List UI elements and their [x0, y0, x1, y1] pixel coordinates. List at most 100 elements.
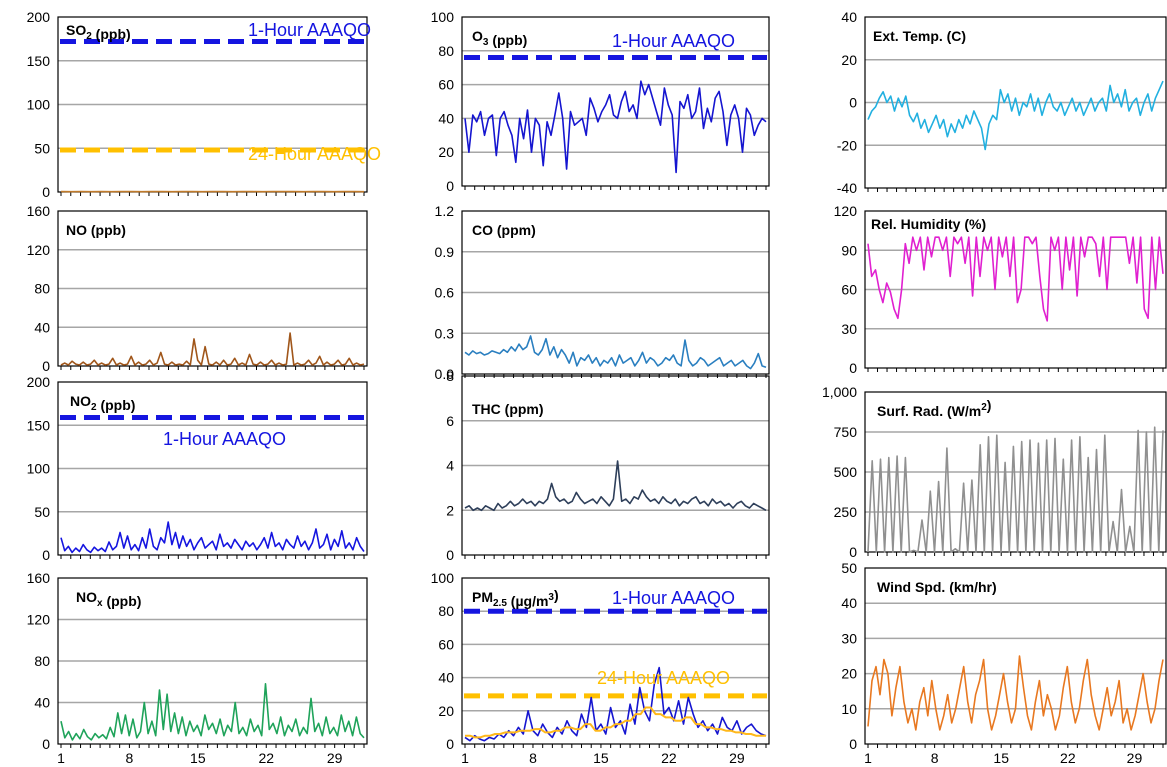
panel-title: THC (ppm) — [472, 401, 544, 417]
panel-title-part: (µg/m — [507, 593, 549, 609]
plot-area — [461, 16, 770, 187]
x-tick-label: 29 — [729, 750, 745, 766]
panel-title-part: 2 — [86, 31, 92, 42]
y-tick-label: 40 — [841, 595, 857, 611]
y-tick-label: 150 — [27, 53, 51, 69]
y-tick-label: 0.9 — [435, 244, 455, 260]
panel-title-part: (ppb) — [103, 593, 142, 609]
y-tick-label: 0.3 — [435, 325, 455, 341]
objective-label-hour1: 1-Hour AAAQO — [248, 20, 371, 40]
panel-title-part: Rel. Humidity (%) — [871, 216, 986, 232]
chart-panel-thc: 0 2 4 6 8 THC (ppm) — [446, 368, 770, 563]
x-tick-label: 15 — [190, 750, 206, 766]
x-tick-label: 1 — [57, 750, 65, 766]
y-tick-label: 120 — [834, 203, 858, 219]
panel-title-part: Ext. Temp. (C) — [873, 28, 966, 44]
panel-title: NOx (ppb) — [76, 589, 141, 609]
series-line-thc-0 — [464, 460, 767, 512]
panel-title-part: 2.5 — [493, 598, 507, 609]
panel-title: O3 (ppb) — [472, 28, 527, 48]
y-tick-label: 80 — [438, 603, 454, 619]
y-tick-label: 0.0 — [435, 366, 455, 382]
x-tick-label: 8 — [931, 750, 939, 766]
y-tick-label: 50 — [34, 140, 50, 156]
x-tick-label: 1 — [461, 750, 469, 766]
plot-area — [57, 577, 368, 745]
panel-title: PM2.5 (µg/m3) — [472, 587, 559, 609]
plot-area — [57, 210, 368, 367]
series-line-rh-0 — [867, 236, 1164, 322]
panel-title-part: 2 — [91, 402, 97, 413]
panel-title: SO2 (ppb) — [66, 22, 131, 42]
y-tick-label: 80 — [34, 281, 50, 297]
y-tick-label: 0 — [42, 184, 50, 200]
panel-title-part: (ppb) — [488, 32, 527, 48]
plot-area — [864, 567, 1167, 745]
panel-title-part: (ppb) — [92, 26, 131, 42]
panel-title-part: x — [97, 598, 103, 609]
panel-title-part: Wind Spd. (km/hr) — [877, 579, 997, 595]
y-tick-label: 8 — [446, 368, 454, 384]
series-line-pm25-1 — [465, 706, 766, 739]
y-tick-label: 60 — [438, 636, 454, 652]
y-tick-label: -40 — [837, 180, 857, 196]
plot-area — [864, 16, 1167, 189]
chart-panel-co: 0.0 0.3 0.6 0.9 1.2 CO (ppm) — [435, 203, 770, 382]
y-tick-label: 40 — [34, 695, 50, 711]
y-tick-label: 120 — [27, 242, 51, 258]
y-tick-label: 250 — [834, 504, 858, 520]
y-tick-label: 0 — [849, 95, 857, 111]
chart-panel-o3: 0 20 40 60 80 100 1-Hour AAAQO O3 (ppb) — [431, 9, 770, 194]
x-tick-label: 15 — [993, 750, 1009, 766]
y-tick-label: 200 — [27, 9, 51, 25]
y-tick-label: 6 — [446, 413, 454, 429]
panel-title-part: ) — [554, 587, 559, 603]
x-tick-label: 22 — [1060, 750, 1076, 766]
series-line-temp-0 — [867, 80, 1164, 151]
plot-area — [461, 375, 770, 556]
y-tick-label: 750 — [834, 424, 858, 440]
y-tick-label: 80 — [34, 653, 50, 669]
plot-area — [864, 210, 1167, 369]
y-tick-label: 2 — [446, 502, 454, 518]
x-tick-label: 29 — [1127, 750, 1143, 766]
y-tick-label: 0 — [446, 547, 454, 563]
panel-title: Surf. Rad. (W/m2) — [877, 397, 991, 419]
x-tick-label: 29 — [327, 750, 343, 766]
y-tick-label: 160 — [27, 203, 51, 219]
panel-title: Ext. Temp. (C) — [873, 28, 966, 44]
chart-panel-so2: 0 50 100 150 200 1-Hour AAAQO 24-Hour AAAQO SO2… — [27, 9, 381, 200]
panel-title: Wind Spd. (km/hr) — [877, 579, 997, 595]
y-tick-label: 0 — [446, 178, 454, 194]
panel-title-part: Surf. Rad. (W/m — [877, 403, 981, 419]
y-tick-label: 90 — [841, 242, 857, 258]
series-line-wind-0 — [867, 655, 1164, 731]
y-tick-label: -20 — [837, 137, 857, 153]
x-tick-label: 22 — [661, 750, 677, 766]
y-tick-label: 0 — [849, 544, 857, 560]
panel-title-part: 2 — [981, 402, 987, 413]
y-tick-label: 1,000 — [822, 384, 857, 400]
plot-area — [864, 391, 1167, 553]
y-tick-label: 100 — [27, 461, 51, 477]
y-tick-label: 150 — [27, 417, 51, 433]
y-tick-label: 80 — [438, 43, 454, 59]
chart-panel-pm25: 0 20 40 60 80 100 1 8 15 22 29 1-Hour AAAQO 24-Hour … — [431, 570, 770, 766]
chart-panel-rh: 0 30 60 90 120 Rel. Humidity (%) — [834, 203, 1167, 376]
panel-title: NO (ppb) — [66, 222, 126, 238]
x-tick-label: 8 — [126, 750, 134, 766]
series-line-nox-0 — [60, 682, 365, 741]
panel-title-part: PM — [472, 589, 493, 605]
y-tick-label: 50 — [34, 504, 50, 520]
objective-label-hour1: 1-Hour AAAQO — [612, 31, 735, 51]
y-tick-label: 0 — [42, 358, 50, 374]
y-tick-label: 40 — [438, 110, 454, 126]
objective-label-hour1: 1-Hour AAAQO — [163, 429, 286, 449]
x-tick-label: 8 — [529, 750, 537, 766]
y-tick-label: 120 — [27, 612, 51, 628]
objective-label-hour24: 24-Hour AAAQO — [248, 144, 381, 164]
chart-panel-no: 0 40 80 120 160 NO (ppb) — [27, 203, 368, 374]
panel-title-part: NO (ppb) — [66, 222, 126, 238]
y-tick-label: 20 — [438, 144, 454, 160]
